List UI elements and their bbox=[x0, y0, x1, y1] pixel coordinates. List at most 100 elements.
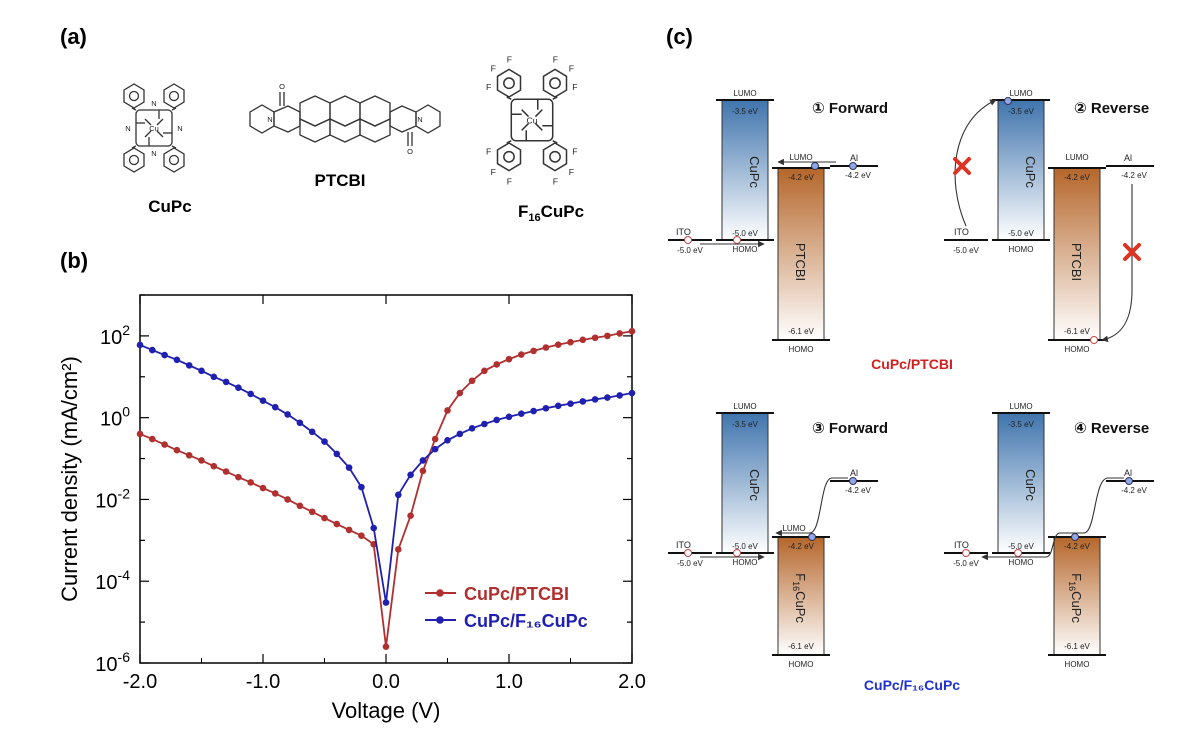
cupc-homo-label-3: HOMO bbox=[733, 558, 758, 567]
hole-marker bbox=[962, 549, 970, 557]
ito-energy-2: -5.0 eV bbox=[953, 246, 979, 255]
data-point-0 bbox=[579, 336, 587, 344]
data-point-1 bbox=[395, 491, 402, 499]
x-tick-label: 1.0 bbox=[495, 671, 523, 693]
block-x-icon bbox=[953, 157, 971, 175]
step-4-label: ④ Reverse bbox=[1074, 420, 1149, 437]
f-atom: F bbox=[553, 55, 558, 65]
data-point-0 bbox=[222, 468, 230, 475]
ptcbi-lumo-energy-1: -4.2 eV bbox=[788, 173, 814, 182]
data-point-1 bbox=[628, 389, 636, 397]
data-point-0 bbox=[604, 332, 611, 340]
al-label-1: Al bbox=[850, 153, 858, 163]
ptcbi-lumo-label-2: LUMO bbox=[1065, 153, 1088, 162]
x-axis-title: Voltage (V) bbox=[332, 698, 441, 723]
al-label-3: Al bbox=[850, 468, 858, 478]
data-point-0 bbox=[321, 514, 328, 522]
data-point-0 bbox=[210, 462, 218, 470]
legend: CuPc/PTCBI CuPc/F₁₆CuPc bbox=[425, 584, 588, 631]
al-energy-2: -4.2 eV bbox=[1121, 171, 1147, 180]
cupc-n-right: N bbox=[177, 124, 182, 133]
ptcbi-o-top: O bbox=[279, 82, 285, 91]
legend-marker-ptcbi bbox=[436, 589, 444, 597]
data-point-1 bbox=[518, 410, 525, 418]
data-point-1 bbox=[444, 436, 451, 444]
x-tick-label: -1.0 bbox=[246, 671, 280, 693]
step-3-label: ③ Forward bbox=[812, 420, 888, 437]
cupc-homo-label-1: HOMO bbox=[733, 245, 758, 254]
cupc-n-top: N bbox=[151, 99, 156, 108]
cupc-structure: Cu N N N N bbox=[123, 83, 185, 173]
cupc-lumo-energy-4: -3.5 eV bbox=[1008, 420, 1034, 429]
data-point-0 bbox=[136, 430, 144, 438]
data-point-1 bbox=[259, 397, 267, 404]
data-point-1 bbox=[431, 445, 439, 453]
ptcbi-n-right: N bbox=[417, 115, 422, 124]
f16cupc-cu-atom: Cu bbox=[526, 115, 537, 125]
y-tick-label: 10-2 bbox=[95, 485, 130, 512]
diagram-3-forward: LUMO -3.5 eV -5.0 eV HOMO CuPc LUMO -4.2… bbox=[668, 402, 888, 669]
f-atom: F bbox=[572, 147, 577, 157]
cupc-homo-label-2: HOMO bbox=[1009, 245, 1034, 254]
blocked-electron-injection-arrow bbox=[954, 99, 997, 227]
data-point-1 bbox=[530, 407, 537, 415]
data-point-1 bbox=[210, 373, 218, 381]
al-energy-4: -4.2 eV bbox=[1121, 486, 1147, 495]
ito-label-3: ITO bbox=[676, 540, 691, 550]
cupc-cu-atom: Cu bbox=[149, 124, 159, 133]
cupc-material-4: CuPc bbox=[1023, 469, 1038, 501]
ptcbi-homo-label-1: HOMO bbox=[789, 345, 814, 354]
cupc-lumo-energy-3: -3.5 eV bbox=[732, 420, 758, 429]
ito-label-4: ITO bbox=[954, 540, 969, 550]
electron-marker bbox=[811, 162, 819, 170]
ptcbi-material-2: PTCBI bbox=[1069, 243, 1084, 281]
data-point-0 bbox=[395, 546, 402, 553]
ptcbi-o-bottom: O bbox=[407, 147, 413, 156]
al-energy-3: -4.2 eV bbox=[845, 486, 871, 495]
data-point-1 bbox=[579, 398, 587, 405]
data-point-0 bbox=[198, 457, 205, 464]
data-point-1 bbox=[419, 457, 427, 464]
data-point-0 bbox=[419, 467, 427, 475]
al-label-4: Al bbox=[1124, 468, 1132, 478]
f-atom: F bbox=[553, 176, 558, 186]
data-point-1 bbox=[296, 419, 304, 427]
hole-marker bbox=[1014, 549, 1022, 557]
f16cupc-homo-energy-3: -6.1 eV bbox=[788, 642, 814, 651]
data-point-0 bbox=[456, 389, 464, 397]
electron-marker bbox=[808, 533, 816, 541]
data-point-0 bbox=[518, 351, 525, 358]
data-point-0 bbox=[284, 496, 291, 503]
f16cupc-name: F16CuPc bbox=[518, 202, 584, 224]
f16cupc-material-3: F16CuPc bbox=[791, 573, 808, 623]
legend-marker-f16cupc bbox=[436, 616, 444, 624]
data-point-0 bbox=[247, 479, 254, 486]
data-point-0 bbox=[468, 377, 476, 385]
al-label-2: Al bbox=[1124, 153, 1132, 163]
f16cupc-homo-energy-4: -6.1 eV bbox=[1064, 642, 1090, 651]
f16cupc-lumo-energy-3: -4.2 eV bbox=[788, 542, 814, 551]
panel-b-label: (b) bbox=[60, 248, 88, 273]
cupc-material-3: CuPc bbox=[747, 469, 762, 501]
f-atom: F bbox=[569, 167, 574, 177]
data-point-1 bbox=[235, 384, 242, 392]
data-point-1 bbox=[272, 403, 279, 411]
electron-marker bbox=[1004, 97, 1012, 105]
f-atom: F bbox=[491, 167, 496, 177]
data-point-1 bbox=[185, 362, 193, 369]
cupc-lumo-energy-1: -3.5 eV bbox=[732, 107, 758, 116]
al-energy-1: -4.2 eV bbox=[845, 171, 871, 180]
cupc-homo-energy-4: -5.0 eV bbox=[1008, 542, 1034, 551]
f16cupc-lumo-energy-4: -4.2 eV bbox=[1064, 542, 1090, 551]
cupc-lumo-energy-2: -3.5 eV bbox=[1008, 107, 1034, 116]
panel-a: (a) Cu N N N N CuPc O O N N bbox=[60, 24, 584, 224]
data-point-1 bbox=[345, 464, 353, 471]
data-point-1 bbox=[542, 404, 550, 412]
f-atom: F bbox=[507, 55, 512, 65]
data-point-0 bbox=[431, 435, 439, 443]
data-point-0 bbox=[530, 347, 537, 355]
ito-energy-3: -5.0 eV bbox=[677, 559, 703, 568]
ito-label-1: ITO bbox=[676, 227, 691, 237]
data-point-1 bbox=[407, 471, 414, 479]
data-point-1 bbox=[370, 524, 378, 532]
